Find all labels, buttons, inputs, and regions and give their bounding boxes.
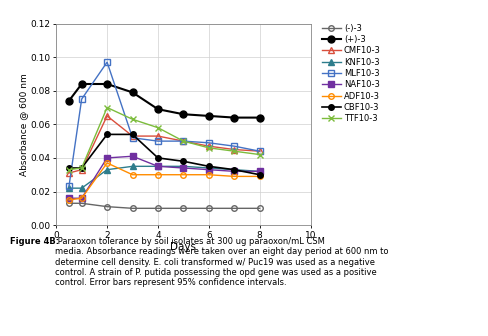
Text: Paraoxon tolerance by soil isolates at 300 ug paraoxon/mL CSM
media. Absorbance : Paraoxon tolerance by soil isolates at 3… [55, 237, 388, 288]
Legend: (-)-3, (+)-3, CMF10-3, KNF10-3, MLF10-3, NAF10-3, ADF10-3, CBF10-3, TTF10-3: (-)-3, (+)-3, CMF10-3, KNF10-3, MLF10-3,… [322, 24, 380, 123]
Text: Figure 4B:: Figure 4B: [10, 237, 59, 246]
X-axis label: Days: Days [170, 243, 196, 252]
Y-axis label: Absorbance @ 600 nm: Absorbance @ 600 nm [19, 73, 28, 176]
